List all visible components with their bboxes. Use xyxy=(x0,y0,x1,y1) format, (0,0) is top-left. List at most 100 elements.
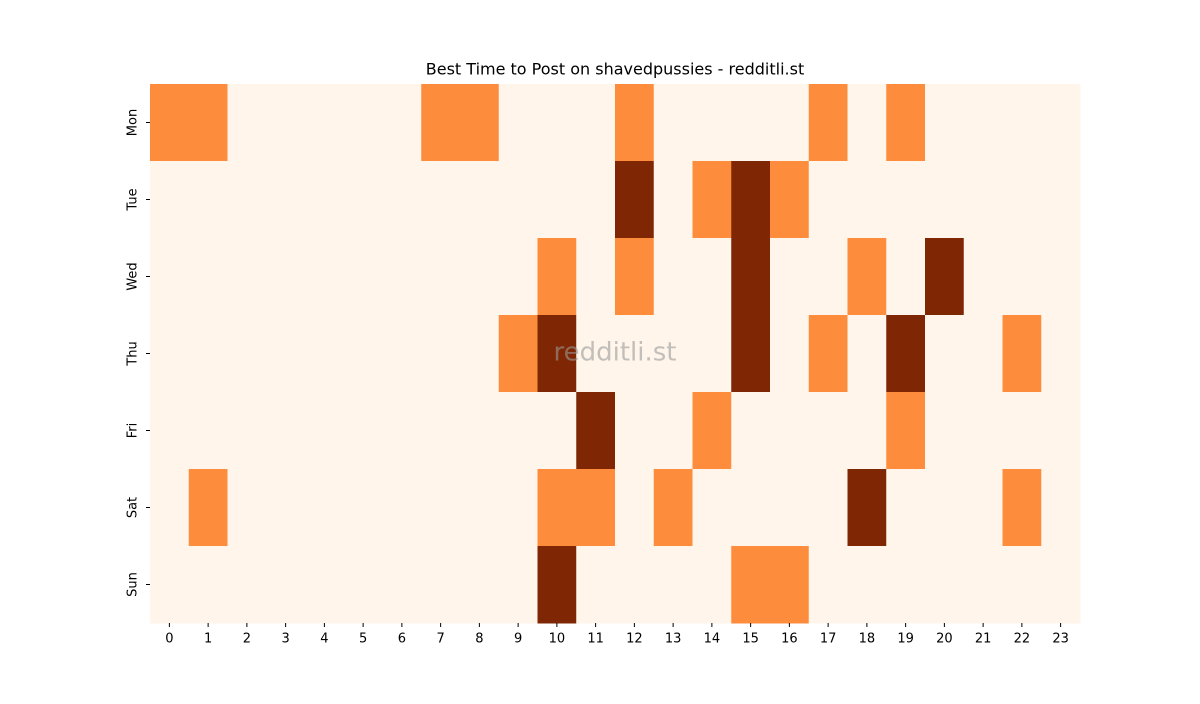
heatmap-cell xyxy=(1041,238,1081,316)
heatmap-cell xyxy=(305,469,345,547)
heatmap-cell xyxy=(537,161,577,239)
heatmap-cell xyxy=(576,238,616,316)
heatmap-cell xyxy=(1041,469,1081,547)
heatmap-cell xyxy=(460,315,500,393)
heatmap-cell xyxy=(460,392,500,470)
heatmap-cell xyxy=(227,546,267,624)
x-tick-label: 14 xyxy=(704,632,721,647)
x-tick-label: 1 xyxy=(204,632,212,647)
heatmap-cell xyxy=(847,315,887,393)
heatmap-cell xyxy=(382,84,422,162)
heatmap-cell xyxy=(692,161,732,239)
chart-title: Best Time to Post on shavedpussies - red… xyxy=(426,60,804,79)
x-tick-label: 17 xyxy=(820,632,837,647)
heatmap-cell xyxy=(266,315,306,393)
x-tick-label: 3 xyxy=(281,632,289,647)
heatmap-cell xyxy=(808,315,848,393)
heatmap-cell xyxy=(653,84,693,162)
x-tick-label: 15 xyxy=(742,632,759,647)
heatmap-cell xyxy=(343,392,383,470)
heatmap-cell xyxy=(460,238,500,316)
heatmap-cell xyxy=(305,161,345,239)
x-tick-label: 6 xyxy=(398,632,406,647)
heatmap-cell xyxy=(615,161,655,239)
heatmap-cell xyxy=(731,546,771,624)
heatmap-cell xyxy=(1041,161,1081,239)
heatmap-cell xyxy=(653,161,693,239)
heatmap-cell xyxy=(653,469,693,547)
heatmap-cell xyxy=(537,546,577,624)
heatmap-cell xyxy=(963,84,1003,162)
x-tick-label: 16 xyxy=(781,632,798,647)
heatmap-cell xyxy=(692,238,732,316)
heatmap-cell xyxy=(421,315,461,393)
heatmap-cell xyxy=(770,161,810,239)
heatmap-cell xyxy=(1041,546,1081,624)
heatmap-cell xyxy=(963,161,1003,239)
heatmap-cell xyxy=(150,238,190,316)
heatmap-cell xyxy=(770,546,810,624)
heatmap-cell xyxy=(615,469,655,547)
heatmap-cell xyxy=(847,469,887,547)
heatmap-cell xyxy=(460,469,500,547)
heatmap-cell xyxy=(692,315,732,393)
x-tick-label: 10 xyxy=(549,632,566,647)
x-tick-label: 12 xyxy=(626,632,643,647)
heatmap-cell xyxy=(692,546,732,624)
heatmap-cell xyxy=(266,161,306,239)
heatmap-cell xyxy=(305,238,345,316)
heatmap-cell xyxy=(731,84,771,162)
heatmap-cell xyxy=(305,315,345,393)
heatmap-cell xyxy=(653,315,693,393)
x-tick-label: 7 xyxy=(436,632,444,647)
heatmap-cell xyxy=(1002,315,1042,393)
y-tick-label: Tue xyxy=(126,188,141,211)
x-tick-label: 4 xyxy=(320,632,328,647)
heatmap-cell xyxy=(963,238,1003,316)
heatmap-cell xyxy=(576,546,616,624)
heatmap-cell xyxy=(537,84,577,162)
heatmap-cell xyxy=(227,84,267,162)
heatmap-cell xyxy=(1002,238,1042,316)
heatmap-cell xyxy=(770,84,810,162)
x-tick-label: 18 xyxy=(859,632,876,647)
heatmap-cell xyxy=(1041,84,1081,162)
y-tick-label: Fri xyxy=(126,423,141,439)
heatmap-cell xyxy=(188,315,228,393)
heatmap-cell xyxy=(343,546,383,624)
heatmap-cell xyxy=(925,392,965,470)
heatmap-cell xyxy=(770,315,810,393)
heatmap-cell xyxy=(963,469,1003,547)
heatmap-cell xyxy=(1002,84,1042,162)
heatmap-cell xyxy=(188,546,228,624)
heatmap-cell xyxy=(925,546,965,624)
heatmap-cell xyxy=(1002,469,1042,547)
heatmap-cell xyxy=(421,238,461,316)
heatmap-cell xyxy=(421,161,461,239)
x-tick-label: 22 xyxy=(1014,632,1031,647)
x-tick-label: 20 xyxy=(936,632,953,647)
heatmap-cell xyxy=(343,238,383,316)
heatmap xyxy=(150,84,1081,624)
x-tick-label: 11 xyxy=(587,632,604,647)
heatmap-cell xyxy=(615,84,655,162)
heatmap-cell xyxy=(1002,546,1042,624)
heatmap-cell xyxy=(925,469,965,547)
heatmap-cell xyxy=(343,315,383,393)
heatmap-cell xyxy=(615,546,655,624)
heatmap-cell xyxy=(227,161,267,239)
heatmap-cell xyxy=(305,84,345,162)
heatmap-cell xyxy=(188,392,228,470)
heatmap-cell xyxy=(382,238,422,316)
heatmap-cell xyxy=(692,392,732,470)
y-tick-label: Sun xyxy=(126,572,141,597)
heatmap-cell xyxy=(382,392,422,470)
heatmap-cell xyxy=(653,392,693,470)
y-tick-label: Wed xyxy=(126,262,141,290)
heatmap-cell xyxy=(576,392,616,470)
x-tick-label: 23 xyxy=(1052,632,1069,647)
heatmap-cell xyxy=(847,84,887,162)
heatmap-cell xyxy=(886,315,926,393)
heatmap-cell xyxy=(188,238,228,316)
heatmap-cell xyxy=(188,161,228,239)
